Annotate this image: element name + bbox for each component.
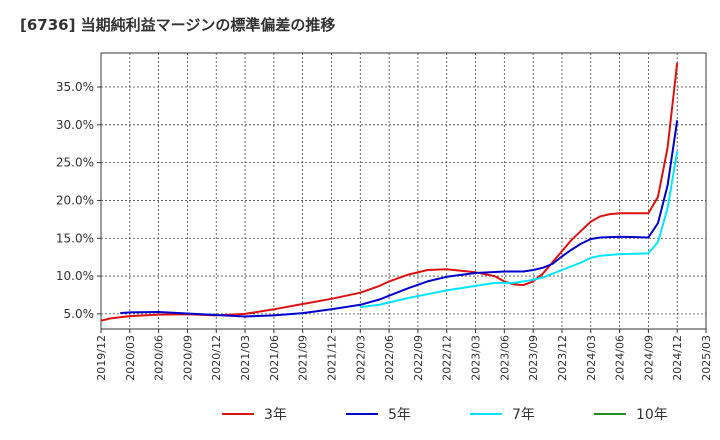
legend-label: 7年	[512, 407, 535, 423]
legend-label: 3年	[264, 407, 287, 423]
y-tick-label: 15.0%	[56, 231, 94, 245]
x-tick-label: 2023/09	[527, 335, 540, 381]
y-tick-label: 20.0%	[56, 193, 94, 207]
x-tick-label: 2021/09	[297, 335, 310, 381]
x-tick-label: 2022/12	[441, 335, 454, 381]
x-tick-label: 2022/06	[383, 335, 396, 381]
x-tick-label: 2020/12	[210, 335, 223, 381]
legend: 3年 5年 7年 10年	[222, 407, 668, 423]
y-tick-label: 30.0%	[56, 118, 94, 132]
chart-title: [6736] 当期純利益マージンの標準偏差の推移	[20, 16, 335, 34]
x-tick-label: 2020/09	[181, 335, 194, 381]
x-tick-label: 2022/03	[354, 335, 367, 381]
x-tick-label: 2019/12	[95, 335, 108, 381]
legend-label: 10年	[636, 407, 668, 423]
series-line-7年	[360, 151, 679, 309]
x-tick-label: 2020/03	[124, 335, 137, 381]
x-tick-label: 2021/03	[239, 335, 252, 381]
plot-area	[100, 52, 707, 330]
x-tick-label: 2024/03	[585, 335, 598, 381]
x-tick-label: 2021/06	[268, 335, 281, 381]
x-tick-label: 2023/06	[498, 335, 511, 381]
y-tick-label: 25.0%	[56, 156, 94, 170]
y-tick-label: 35.0%	[56, 80, 94, 94]
x-axis-ticks: 2019/12 2020/03 2020/06 2020/09 2020/12 2021/…	[95, 329, 713, 381]
legend-label: 5年	[388, 407, 411, 423]
series-line-5年	[120, 120, 679, 318]
y-gridlines	[101, 86, 706, 315]
x-tick-label: 2024/06	[614, 335, 627, 381]
x-tick-label: 2022/09	[412, 335, 425, 381]
x-tick-label: 2021/12	[325, 335, 338, 381]
series-lines	[100, 62, 679, 322]
x-tick-label: 2024/09	[642, 335, 655, 381]
x-tick-label: 2023/03	[470, 335, 483, 381]
x-tick-label: 2020/06	[153, 335, 166, 381]
x-tick-label: 2024/12	[671, 335, 684, 381]
x-gridlines	[100, 53, 707, 329]
y-tick-label: 10.0%	[56, 269, 94, 283]
y-tick-label: 5.0%	[64, 307, 95, 321]
series-line-3年	[100, 62, 679, 322]
x-tick-label: 2023/12	[556, 335, 569, 381]
y-axis-ticks: 5.0% 10.0% 15.0% 20.0% 25.0% 30.0% 35.0%	[56, 80, 101, 321]
x-tick-label: 2025/03	[700, 335, 713, 381]
